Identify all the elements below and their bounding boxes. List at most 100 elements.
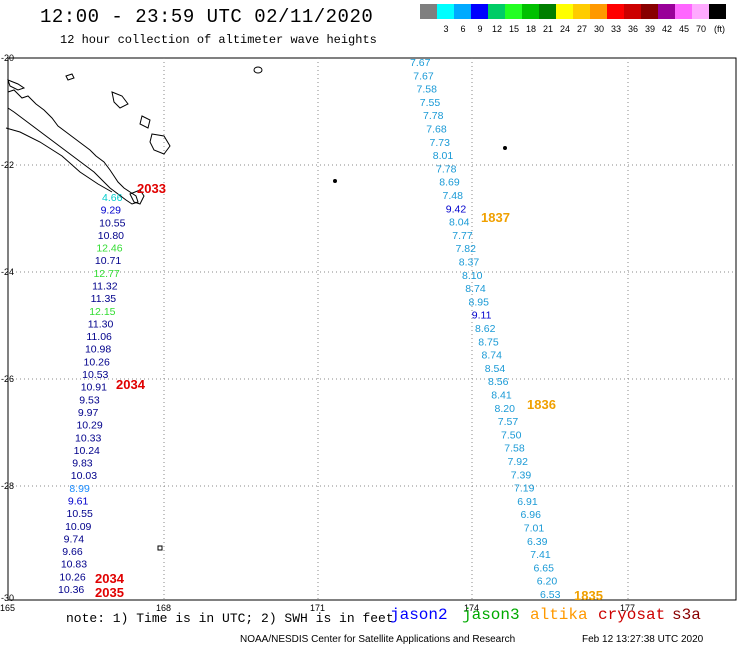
new-caledonia-coast (7, 89, 139, 205)
coastline (5, 66, 507, 551)
lat-label: -24 (1, 267, 14, 277)
swh-value: 10.83 (61, 559, 87, 571)
lat-label: -30 (1, 593, 14, 603)
swh-value: 7.82 (456, 243, 477, 255)
scale-label: 42 (661, 24, 672, 34)
scale-swatch (471, 4, 488, 19)
swh-value: 10.26 (59, 571, 85, 583)
map-frame (7, 57, 737, 601)
pass-time-label: 2034 (116, 377, 146, 392)
scale-label: 39 (644, 24, 655, 34)
swh-value: 9.83 (72, 458, 93, 470)
swh-value: 9.97 (78, 407, 99, 419)
swh-value: 7.39 (511, 469, 532, 481)
belep-islands (7, 79, 26, 91)
loyalty-islands (111, 91, 171, 155)
swh-value: 12.77 (93, 268, 119, 280)
swh-value: 7.67 (413, 70, 434, 82)
mission-label: altika (530, 606, 588, 624)
scale-swatch (641, 4, 658, 19)
swh-value: 6.20 (537, 576, 558, 588)
scale-label: 12 (491, 24, 502, 34)
scale-swatch (454, 4, 471, 19)
map-title: 12:00 - 23:59 UTC 02/11/2020 (40, 6, 374, 28)
mission-label: s3a (672, 606, 701, 624)
scale-swatch (658, 4, 675, 19)
swh-value: 10.53 (82, 369, 108, 381)
scale-swatch (488, 4, 505, 19)
swh-value: 10.55 (67, 508, 93, 520)
scale-label: 18 (525, 24, 536, 34)
swh-value: 7.67 (410, 57, 431, 69)
scale-label: 33 (610, 24, 621, 34)
swh-value: 8.74 (465, 283, 486, 295)
swh-value: 9.53 (79, 394, 100, 406)
swh-value: 8.99 (69, 483, 90, 495)
swh-value: 12.46 (96, 243, 122, 255)
lon-label: 168 (156, 603, 171, 613)
scale-label: 21 (542, 24, 553, 34)
swh-value: 10.91 (81, 382, 107, 394)
east-track: 7.677.677.587.557.787.687.738.017.788.69… (410, 57, 561, 601)
swh-value: 10.09 (65, 521, 91, 533)
swh-value: 10.24 (74, 445, 100, 457)
swh-value: 10.71 (95, 255, 121, 267)
hunter-island (503, 146, 507, 150)
scale-swatch (624, 4, 641, 19)
scale-swatch (692, 4, 709, 19)
swh-value: 10.26 (84, 356, 110, 368)
swh-value: 7.92 (508, 456, 529, 468)
lat-label: -26 (1, 374, 14, 384)
map-subtitle: 12 hour collection of altimeter wave hei… (60, 33, 377, 47)
scale-label: 24 (559, 24, 570, 34)
reef-islet (65, 73, 75, 81)
scale-label: 15 (508, 24, 519, 34)
swh-value: 11.06 (86, 331, 112, 343)
swh-value: 10.36 (58, 584, 84, 596)
lon-label: 177 (620, 603, 635, 613)
swh-value: 10.29 (76, 420, 102, 432)
swh-value: 6.65 (534, 562, 555, 574)
lon-label: 174 (464, 603, 479, 613)
swh-value: 8.69 (439, 177, 460, 189)
swh-value: 9.66 (62, 546, 83, 558)
pass-time-label: 2035 (95, 585, 124, 600)
swh-value: 8.01 (433, 150, 454, 162)
swh-value: 7.77 (452, 230, 473, 242)
scale-swatch (420, 4, 437, 19)
swh-value: 8.04 (449, 217, 470, 229)
swh-value: 7.57 (498, 416, 519, 428)
scale-swatch (590, 4, 607, 19)
isle-of-pines (129, 189, 145, 205)
lat-label: -20 (1, 53, 14, 63)
matthew-island (333, 179, 337, 183)
walpole-island (253, 66, 263, 74)
swh-value: 12.15 (89, 306, 115, 318)
swh-value: 8.74 (482, 350, 503, 362)
scale-label: 45 (678, 24, 689, 34)
swh-value: 7.50 (501, 429, 522, 441)
pass-time-label: 1837 (481, 210, 510, 225)
lat-label: -22 (1, 160, 14, 170)
scale-swatch (505, 4, 522, 19)
swh-value: 6.96 (521, 509, 542, 521)
swh-value: 9.42 (446, 203, 467, 215)
reef-outline (5, 127, 113, 193)
swh-value: 8.41 (491, 390, 512, 402)
timestamp-text: Feb 12 13:27:38 UTC 2020 (582, 634, 704, 645)
swh-value: 11.32 (92, 281, 118, 293)
swh-value: 7.58 (504, 443, 525, 455)
scale-swatch (539, 4, 556, 19)
swh-value: 7.19 (514, 483, 535, 495)
swh-value: 9.74 (64, 533, 85, 545)
swh-value: 7.01 (524, 523, 545, 535)
swh-value: 8.37 (459, 257, 480, 269)
swh-value: 11.35 (91, 293, 117, 305)
lat-label: -28 (1, 481, 14, 491)
swh-value: 10.80 (98, 230, 124, 242)
swh-value: 9.61 (68, 495, 89, 507)
swh-value: 11.30 (88, 318, 114, 330)
scale-unit: (ft) (714, 24, 725, 34)
